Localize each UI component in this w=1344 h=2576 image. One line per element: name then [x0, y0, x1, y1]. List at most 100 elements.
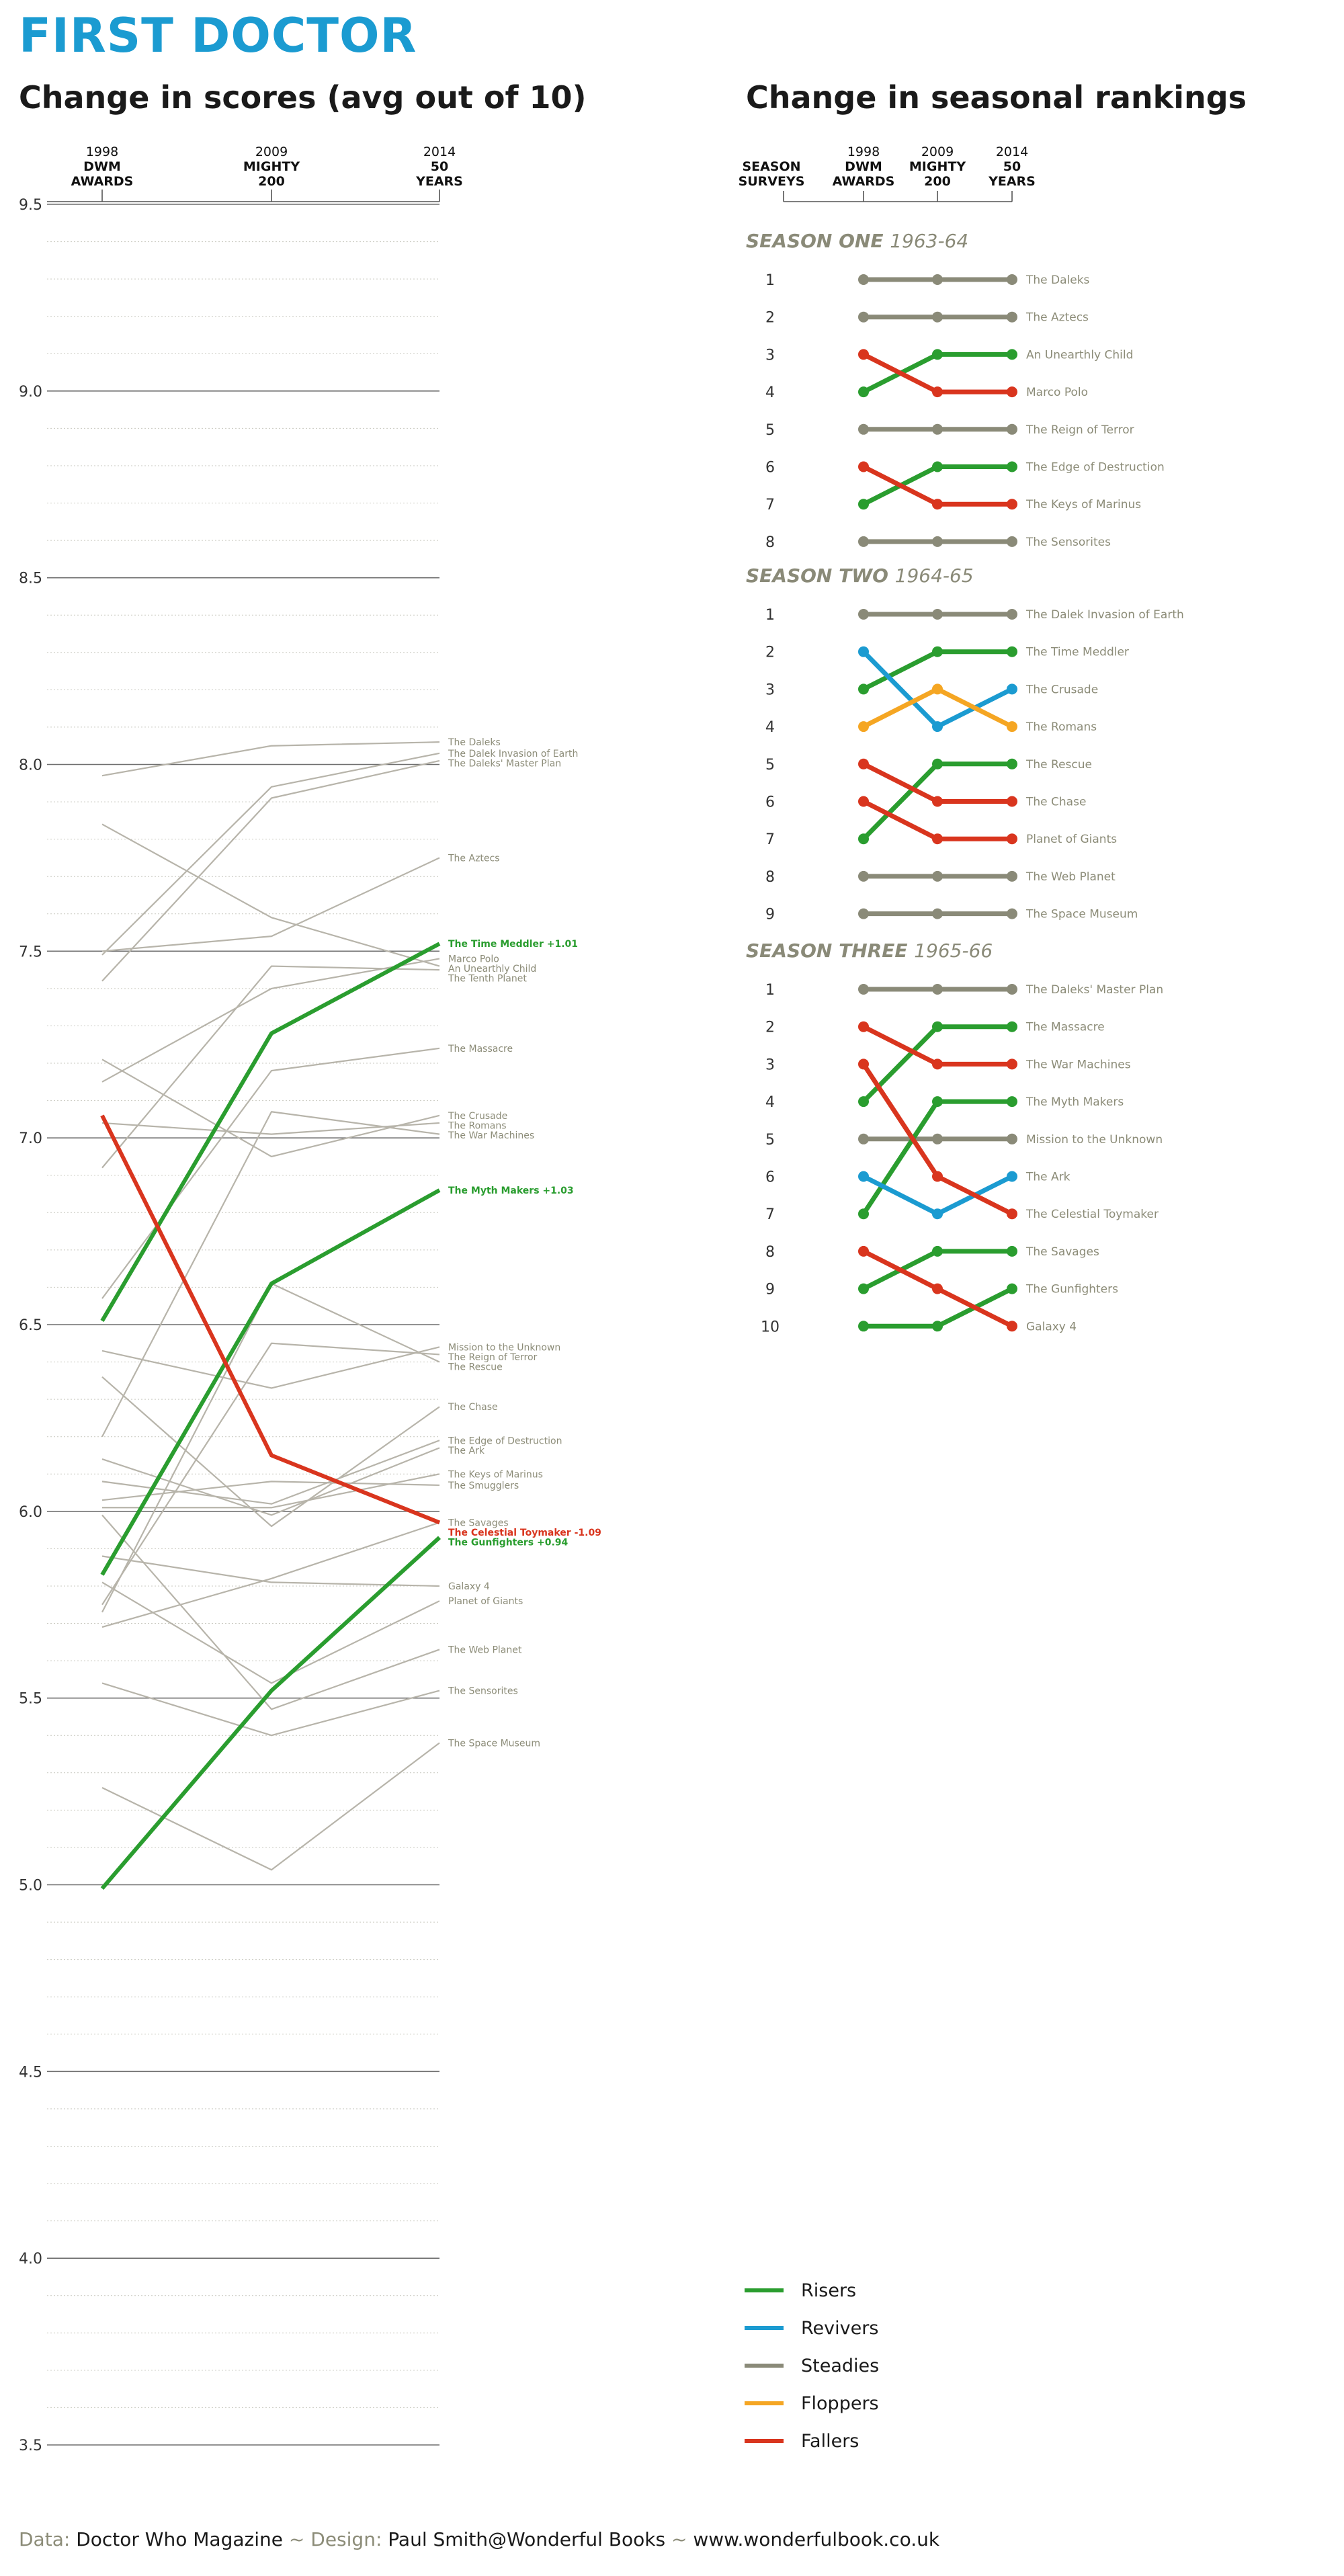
rank-dot-the-ark: [932, 1208, 943, 1220]
series-label-the-keys-of-marinus: The Keys of Marinus: [448, 1469, 543, 1480]
rank-label-the-daleks: The Daleks: [1025, 274, 1090, 287]
rank-number: 10: [761, 1319, 780, 1335]
y-tick-label: 9.0: [19, 384, 42, 401]
series-line-the-massacre: [101, 1047, 440, 1299]
rank-line-the-myth-makers: [862, 1099, 1012, 1216]
y-tick-label: 6.5: [19, 1317, 42, 1334]
rank-number: 5: [765, 422, 775, 439]
series-line-the-myth-makers: [100, 1188, 441, 1576]
series-line-planet-of-giants: [101, 1581, 440, 1684]
rank-number: 7: [765, 1206, 775, 1223]
rank-dot-the-reign-of-terror: [1007, 423, 1017, 435]
rank-number: 9: [765, 907, 775, 923]
rank-dot-the-edge-of-destruction: [1007, 461, 1017, 472]
rank-dot-the-gunfighters: [1007, 1283, 1017, 1294]
season-heading: SEASON TWO 1964-65: [746, 565, 974, 587]
rank-dot-the-reign-of-terror: [932, 423, 943, 435]
rankings-tick-label: 2009: [921, 144, 954, 159]
x-tick-label: 2014: [423, 144, 456, 159]
rankings-chart-title: Change in seasonal rankings: [746, 79, 1247, 116]
rankings-tick-label: SEASON: [742, 159, 800, 174]
rank-number: 3: [765, 347, 775, 364]
series-label-the-chase: The Chase: [448, 1402, 498, 1413]
rank-dot-the-chase: [1007, 796, 1017, 807]
rank-dot-the-daleks-master-plan: [1007, 984, 1017, 995]
rank-dot-the-time-meddler: [1007, 646, 1017, 657]
rank-number: 6: [765, 794, 775, 811]
rank-dot-the-time-meddler: [858, 683, 869, 695]
rank-dot-the-daleks-master-plan: [858, 984, 869, 995]
rank-label-the-war-machines: The War Machines: [1025, 1058, 1131, 1071]
series-label-the-web-planet: The Web Planet: [448, 1645, 522, 1655]
y-tick-label: 8.5: [19, 571, 42, 587]
rank-dot-the-daleks: [1007, 274, 1017, 285]
series-label-the-aztecs: The Aztecs: [448, 853, 500, 864]
series-line-the-daleks-master-plan: [101, 759, 440, 982]
rank-number: 1: [765, 607, 775, 624]
rank-number: 8: [765, 869, 775, 886]
rank-dot-the-space-museum: [932, 908, 943, 919]
series-line-the-keys-of-marinus: [102, 1473, 440, 1509]
rank-line-the-savages: [862, 1249, 1012, 1291]
season-years: 1964-65: [895, 565, 974, 587]
rank-label-the-keys-of-marinus: The Keys of Marinus: [1025, 498, 1141, 511]
rank-dot-mission-to-the-unknown: [858, 1133, 869, 1145]
rank-dot-the-rescue: [858, 833, 869, 845]
series-label-the-smugglers: The Smugglers: [448, 1481, 519, 1491]
rank-line-the-keys-of-marinus: [862, 464, 1012, 507]
series-line-an-unearthly-child: [101, 823, 440, 967]
rank-dot-the-crusade: [1007, 683, 1017, 695]
x-tick-label: DWM: [83, 159, 121, 174]
series-line-the-aztecs: [101, 857, 440, 952]
rank-number: 7: [765, 831, 775, 848]
y-tick-label: 8.0: [19, 757, 42, 774]
rank-number: 4: [765, 719, 775, 736]
season-name: SEASON THREE: [746, 940, 914, 962]
rankings-tick-label: 1998: [847, 144, 880, 159]
series-label-the-daleks: The Daleks: [448, 737, 501, 748]
x-tick-label: MIGHTY: [243, 159, 300, 174]
series-label-the-savages: The Savages: [448, 1518, 509, 1529]
series-line-the-chase: [101, 1376, 440, 1528]
rank-label-the-savages: The Savages: [1025, 1245, 1099, 1259]
rank-dot-the-daleks: [858, 274, 869, 285]
rank-dot-the-massacre: [858, 1096, 869, 1108]
scores-chart: 3.5 4.0 4.5 5.0 5.5 6.0 6.5 7.0 7.5 8.0 8.5 9.0 9.5 1…: [19, 144, 601, 2454]
rank-number: 8: [765, 1244, 775, 1261]
series-line-the-daleks: [101, 741, 440, 777]
series-label-the-dalek-invasion-of-earth: The Dalek Invasion of Earth: [448, 749, 578, 759]
series-line-the-gunfighters: [100, 1536, 442, 1891]
rankings-tick-label: 200: [924, 174, 951, 189]
rank-line-planet-of-giants: [862, 799, 1012, 841]
rank-dot-the-keys-of-marinus: [932, 499, 943, 510]
rank-dot-the-rescue: [1007, 758, 1017, 770]
x-tick-label: YEARS: [415, 174, 463, 189]
rank-label-the-dalek-invasion-of-earth: The Dalek Invasion of Earth: [1025, 608, 1184, 622]
series-label-the-romans: The Romans: [448, 1120, 507, 1131]
footer-design-label: Design:: [310, 2528, 382, 2550]
series-label-the-myth-makers: The Myth Makers +1.03: [448, 1186, 574, 1196]
rank-dot-mission-to-the-unknown: [1007, 1133, 1017, 1145]
rank-dot-the-daleks-master-plan: [932, 984, 943, 995]
rank-line-an-unearthly-child: [862, 351, 1012, 394]
rank-dot-the-gunfighters: [932, 1321, 943, 1332]
rank-number: 5: [765, 1132, 775, 1149]
series-label-the-edge-of-destruction: The Edge of Destruction: [448, 1436, 562, 1446]
series-line-the-tenth-planet: [101, 965, 440, 1169]
rank-number: 9: [765, 1282, 775, 1298]
series-label-the-space-museum: The Space Museum: [448, 1738, 540, 1749]
legend-item-risers: Risers: [745, 2272, 879, 2309]
y-tick-label: 4.0: [19, 2251, 42, 2268]
rank-dot-planet-of-giants: [932, 833, 943, 845]
rank-number: 8: [765, 534, 775, 551]
series-line-the-war-machines: [101, 1111, 440, 1438]
rank-dot-the-sensorites: [1007, 536, 1017, 547]
y-tick-label: 7.5: [19, 944, 42, 960]
rank-label-the-ark: The Ark: [1025, 1171, 1070, 1184]
rank-dot-the-edge-of-destruction: [858, 499, 869, 510]
series-label-the-war-machines: The War Machines: [448, 1130, 534, 1141]
y-tick-label: 6.0: [19, 1504, 42, 1521]
rank-dot-the-savages: [1007, 1245, 1017, 1257]
rank-number: 7: [765, 497, 775, 513]
